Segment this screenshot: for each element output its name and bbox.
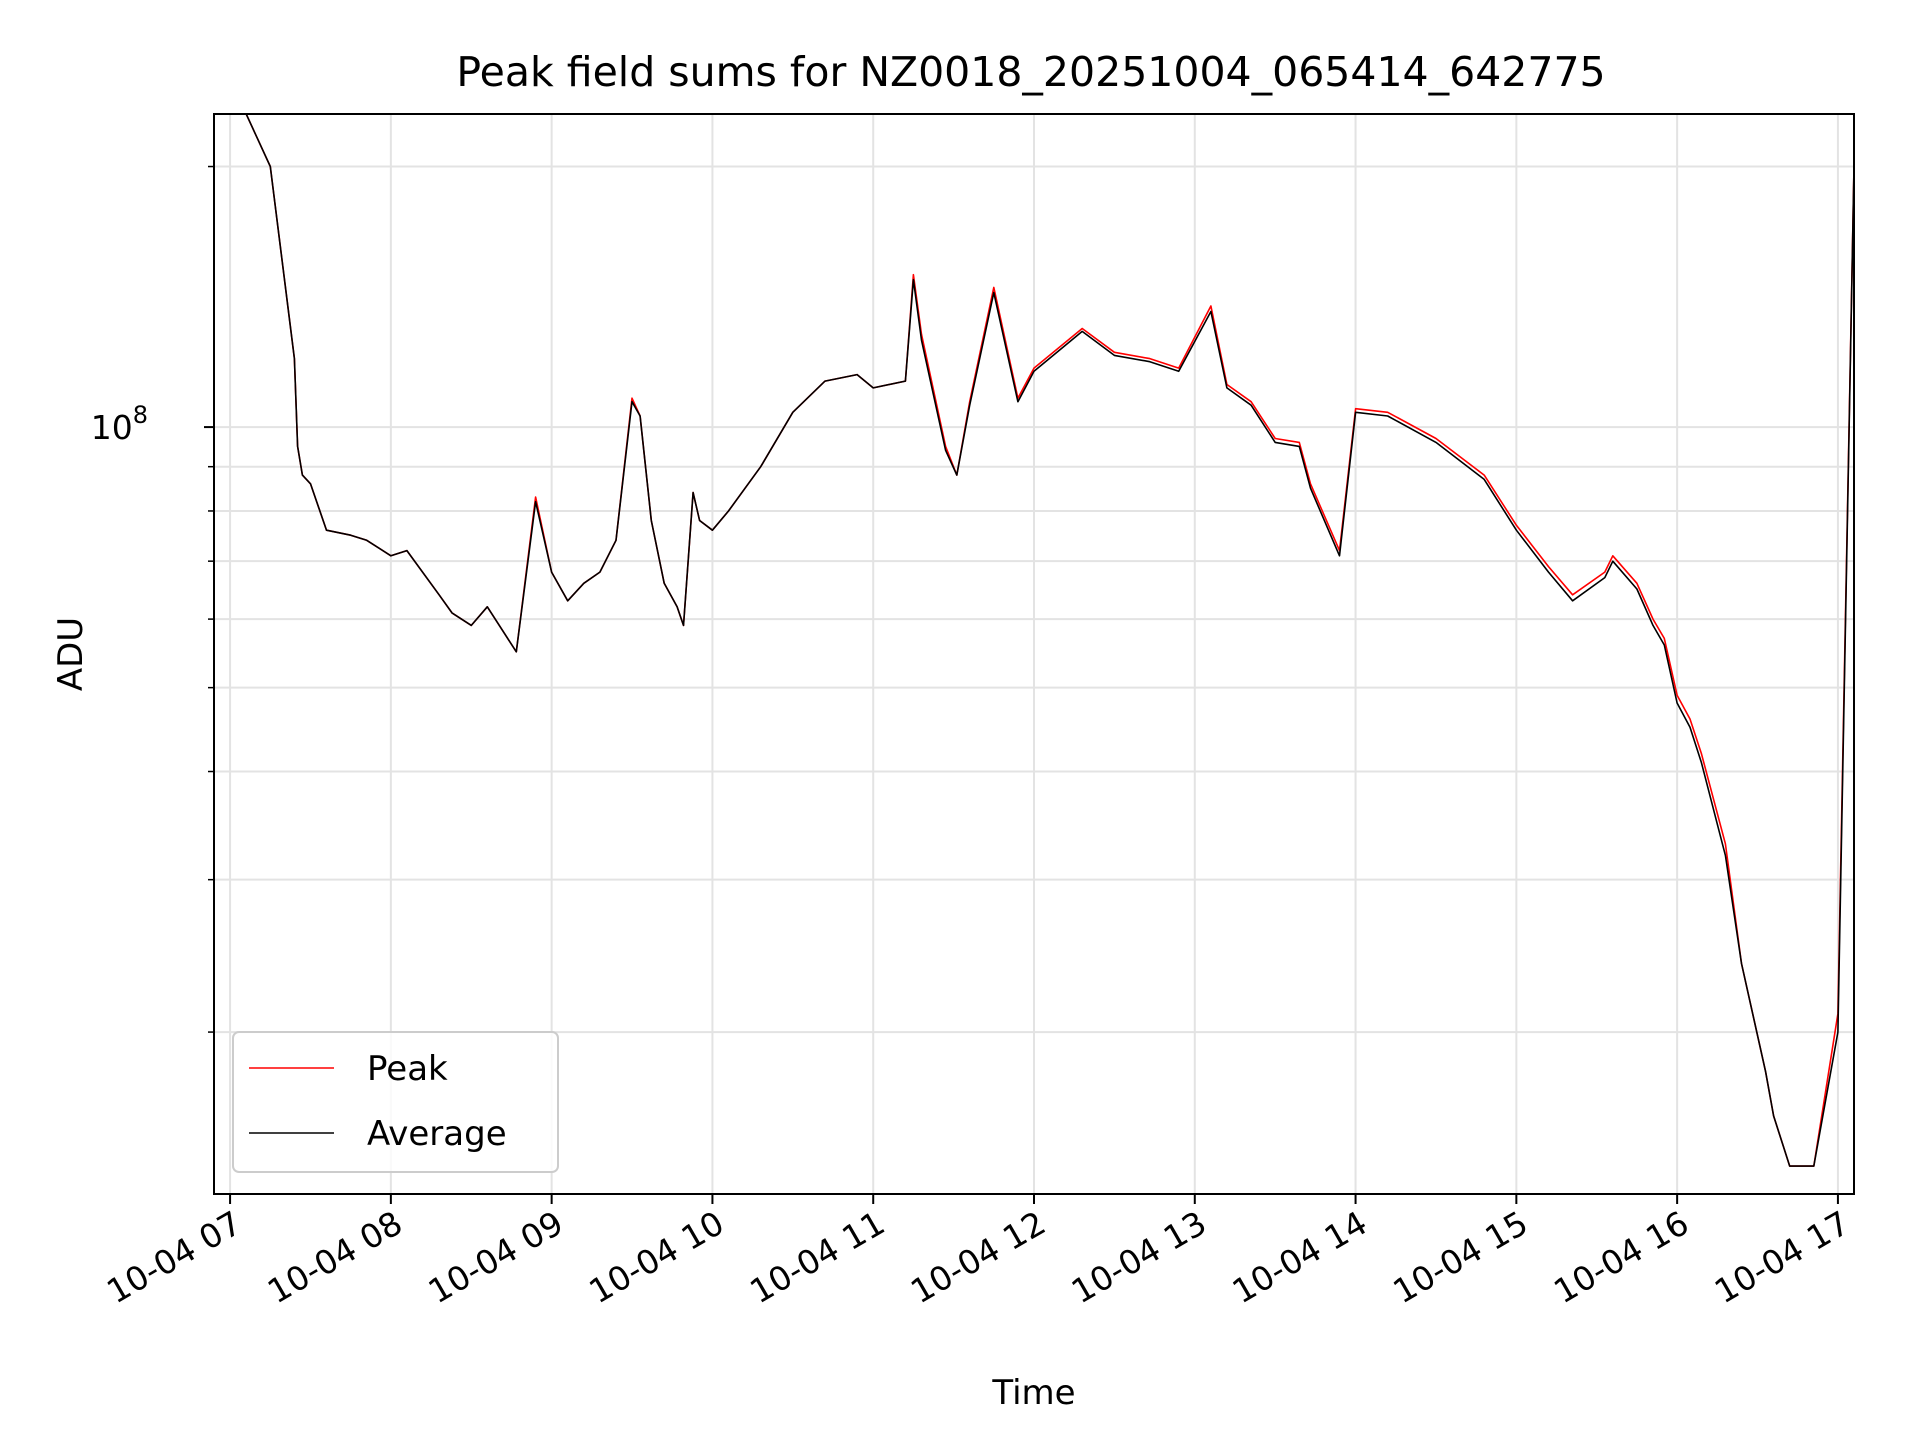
y-axis-label: ADU [51, 617, 91, 691]
y-axis-ticks: 108 [91, 165, 214, 1033]
legend-box [232, 1031, 559, 1173]
series-line-average [222, 114, 1854, 1167]
grid-lines [214, 114, 1854, 1194]
x-axis-label: Time [991, 1373, 1075, 1413]
y-tick-label-major: 108 [91, 401, 148, 447]
chart-title: Peak field sums for NZ0018_20251004_0654… [456, 48, 1605, 96]
y-tick-label-exponent: 8 [133, 401, 148, 429]
legend-peak-label: Peak [367, 1049, 448, 1089]
legend: Peak Average [232, 1031, 559, 1173]
y-tick-label-base: 10 [91, 408, 133, 447]
legend-average-label: Average [367, 1114, 507, 1154]
series-lines [222, 114, 1854, 1167]
